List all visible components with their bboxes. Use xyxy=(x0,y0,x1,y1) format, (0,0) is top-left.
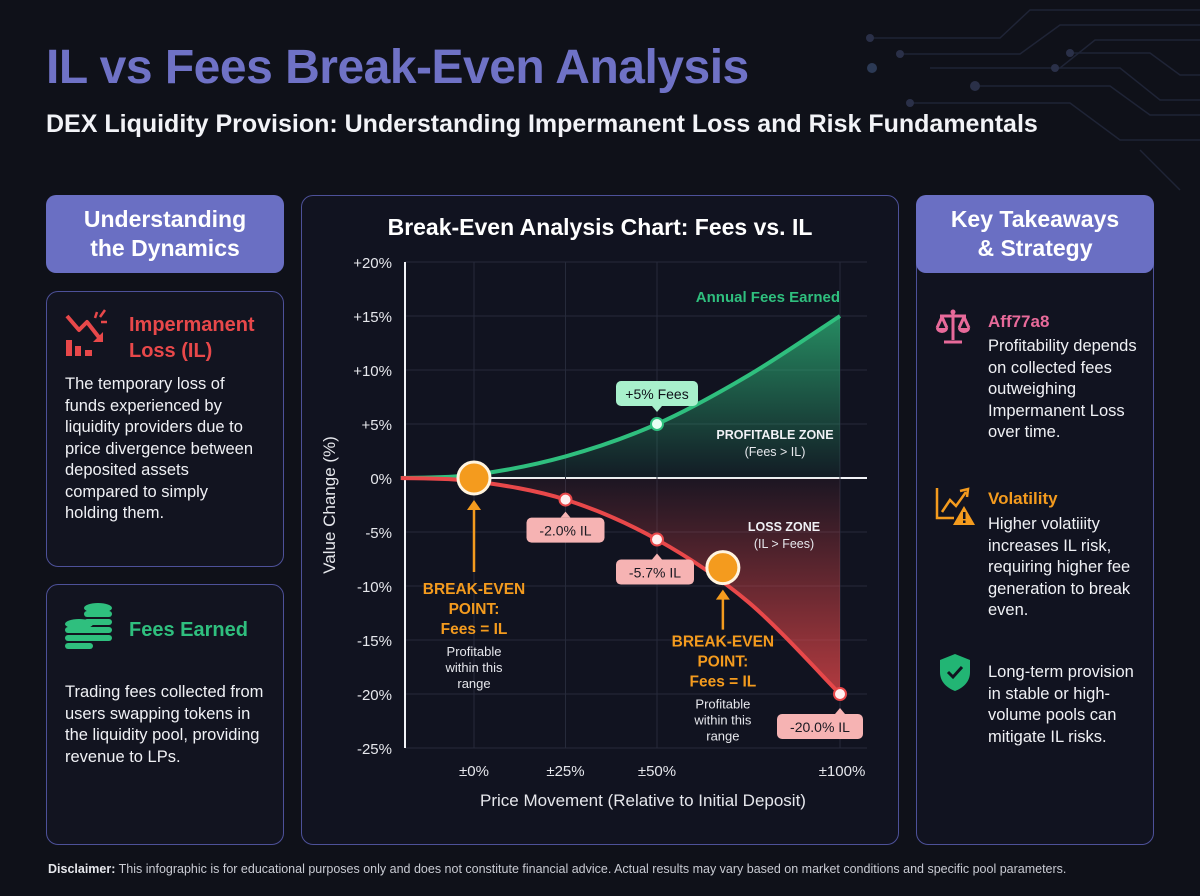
y-tick-label: -5% xyxy=(365,525,392,542)
breakeven-point xyxy=(456,460,492,496)
il-card-title: Impermanent Loss (IL) xyxy=(129,312,255,364)
breakeven-sub3: range xyxy=(706,729,739,744)
il-point-label: -20.0% IL xyxy=(790,719,850,735)
x-axis-label: Price Movement (Relative to Initial Depo… xyxy=(480,791,806,810)
left-header-line2: the Dynamics xyxy=(90,235,240,261)
il-point-label-pointer xyxy=(560,511,571,518)
disclaimer-label: Disclaimer: xyxy=(48,862,116,876)
disclaimer: Disclaimer: This infographic is for educ… xyxy=(48,862,1066,876)
il-point-label-bg xyxy=(526,517,605,543)
takeaway-2-title: Volatility xyxy=(988,489,1058,508)
y-tick-label: -20% xyxy=(357,687,392,704)
breakeven-label-line2: POINT: xyxy=(697,654,748,671)
fees-card: Fees Earned Trading fees collected from … xyxy=(46,584,284,845)
x-tick-label: ±0% xyxy=(459,763,489,780)
takeaway-2-text: Higher volatiiity increases IL risk, req… xyxy=(988,515,1131,619)
fees-card-title: Fees Earned xyxy=(129,619,248,641)
chart-title: Break-Even Analysis Chart: Fees vs. IL xyxy=(387,214,813,240)
il-point-label: -5.7% IL xyxy=(629,565,681,581)
il-point-label-bg xyxy=(616,559,694,585)
scale-icon xyxy=(935,309,971,344)
takeaway-3-text: Long-term provision in stable or high-vo… xyxy=(988,663,1134,746)
il-point xyxy=(833,687,847,701)
profit-zone-title: PROFITABLE ZONE xyxy=(716,428,833,442)
x-tick-label: ±100% xyxy=(819,763,866,780)
fees-point-label-bg xyxy=(616,381,698,406)
takeaways-panel xyxy=(916,195,1154,845)
breakeven-sub1: Profitable xyxy=(695,697,750,712)
breakeven-sub1: Profitable xyxy=(447,644,502,659)
y-tick-label: -10% xyxy=(357,579,392,596)
disclaimer-text: This infographic is for educational purp… xyxy=(115,862,1067,876)
coins-icon xyxy=(65,603,112,649)
breakeven-sub2: within this xyxy=(693,713,752,728)
takeaway-1-text: Profitability depends on collected fees … xyxy=(988,337,1137,441)
breakeven-sub2: within this xyxy=(444,660,503,675)
right-header-line1: Key Takeaways xyxy=(950,206,1120,232)
il-card-text: The temporary loss of funds experienced … xyxy=(65,375,254,522)
il-title-line1: Impermanent xyxy=(129,314,255,336)
y-tick-label: 0% xyxy=(370,471,392,488)
breakeven-arrowhead xyxy=(467,500,481,510)
fees-point-label: +5% Fees xyxy=(625,386,688,402)
volatility-warning-icon xyxy=(935,487,975,525)
fees-series-label: Annual Fees Earned xyxy=(696,289,840,306)
loss-zone-area xyxy=(400,478,840,694)
page-title: IL vs Fees Break-Even Analysis xyxy=(46,41,749,94)
breakeven-label-line1: BREAK-EVEN xyxy=(423,581,525,598)
loss-zone-sub: (IL > Fees) xyxy=(754,537,814,551)
il-point-label-pointer xyxy=(652,553,662,560)
y-tick-label: +15% xyxy=(353,309,392,326)
page-subtitle: DEX Liquidity Provision: Understanding I… xyxy=(46,110,1038,138)
breakeven-label-line3: Fees = IL xyxy=(441,621,508,638)
right-header-line2: & Strategy xyxy=(977,235,1093,261)
y-tick-label: -15% xyxy=(357,633,392,650)
il-card: Impermanent Loss (IL) The temporary loss… xyxy=(46,291,284,567)
fees-point xyxy=(650,417,664,431)
left-header-line1: Understanding xyxy=(83,206,247,232)
breakeven-label-line3: Fees = IL xyxy=(689,674,756,691)
breakeven-label-line2: POINT: xyxy=(449,601,500,618)
y-axis-label: Value Change (%) xyxy=(320,436,339,574)
il-point-label: -2.0% IL xyxy=(539,523,591,539)
x-tick-label: ±50% xyxy=(638,763,676,780)
il-point xyxy=(650,532,664,547)
takeaway-1-title: Aff77a8 xyxy=(988,312,1050,331)
left-section-header: Understanding the Dynamics xyxy=(46,195,284,273)
loss-zone-title: LOSS ZONE xyxy=(748,520,820,534)
chart-down-icon xyxy=(65,309,107,356)
y-tick-label: -25% xyxy=(357,741,392,758)
fees-card-text: Trading fees collected from users swappi… xyxy=(65,683,264,766)
profit-zone-area xyxy=(400,316,840,478)
y-tick-label: +5% xyxy=(362,417,392,434)
il-point-label-pointer xyxy=(835,708,845,714)
breakeven-sub3: range xyxy=(457,676,490,691)
y-tick-label: +10% xyxy=(353,363,392,380)
breakeven-label-line1: BREAK-EVEN xyxy=(672,634,774,651)
breakeven-arrowhead xyxy=(715,589,730,600)
fees-point-label-pointer xyxy=(652,406,662,412)
y-tick-label: +20% xyxy=(353,255,392,272)
breakeven-point xyxy=(705,550,741,586)
right-section-header: Key Takeaways & Strategy xyxy=(916,195,1154,273)
shield-check-icon xyxy=(940,654,970,691)
il-point-label-bg xyxy=(777,714,863,739)
x-tick-label: ±25% xyxy=(546,763,584,780)
il-point xyxy=(558,492,573,507)
profit-zone-sub: (Fees > IL) xyxy=(745,445,806,459)
il-title-line2: Loss (IL) xyxy=(129,340,213,362)
